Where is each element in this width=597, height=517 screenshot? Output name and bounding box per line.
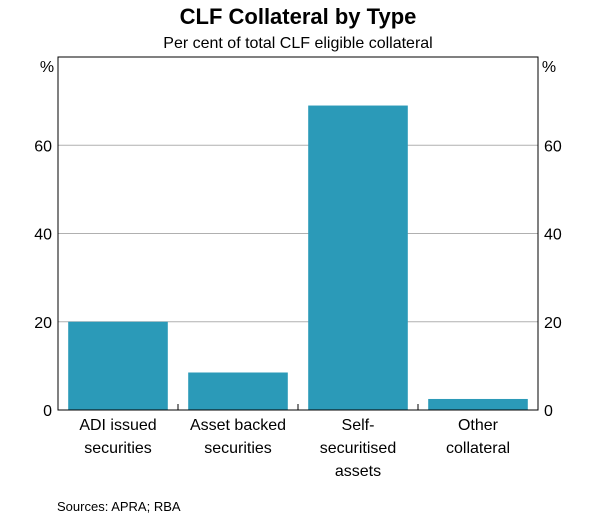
right-tick-label: 0 <box>544 403 553 420</box>
source-note: Sources: APRA; RBA <box>57 499 181 514</box>
category-label: ADI issued <box>79 417 156 434</box>
category-label: Asset backed <box>190 417 286 434</box>
bar <box>188 372 288 410</box>
right-axis-ticks: 0 20 40 60 <box>544 138 562 420</box>
chart-subtitle: Per cent of total CLF eligible collatera… <box>163 35 432 52</box>
category-ticks <box>177 404 419 410</box>
chart-title: CLF Collateral by Type <box>180 4 417 29</box>
bar <box>68 321 168 410</box>
right-tick-label: 60 <box>544 138 562 155</box>
left-tick-label: 20 <box>34 315 52 332</box>
right-tick-label: 40 <box>544 227 562 244</box>
left-tick-label: 0 <box>43 403 52 420</box>
left-axis-ticks: 0 20 40 60 <box>34 138 52 420</box>
category-label: securitised <box>320 440 396 457</box>
left-tick-label: 60 <box>34 138 52 155</box>
bars <box>68 105 528 410</box>
bar <box>308 105 408 410</box>
gridlines <box>58 144 538 323</box>
category-label: Self- <box>342 417 375 434</box>
left-tick-label: 40 <box>34 227 52 244</box>
left-axis-unit: % <box>40 59 54 76</box>
bar <box>428 398 528 410</box>
category-label: securities <box>204 440 272 457</box>
category-labels: ADI issued securities Asset backed securiti… <box>79 417 510 480</box>
category-label: collateral <box>446 440 510 457</box>
category-label: assets <box>335 463 381 480</box>
category-label: Other <box>458 417 499 434</box>
category-label: securities <box>84 440 152 457</box>
right-tick-label: 20 <box>544 315 562 332</box>
right-axis-unit: % <box>542 59 556 76</box>
